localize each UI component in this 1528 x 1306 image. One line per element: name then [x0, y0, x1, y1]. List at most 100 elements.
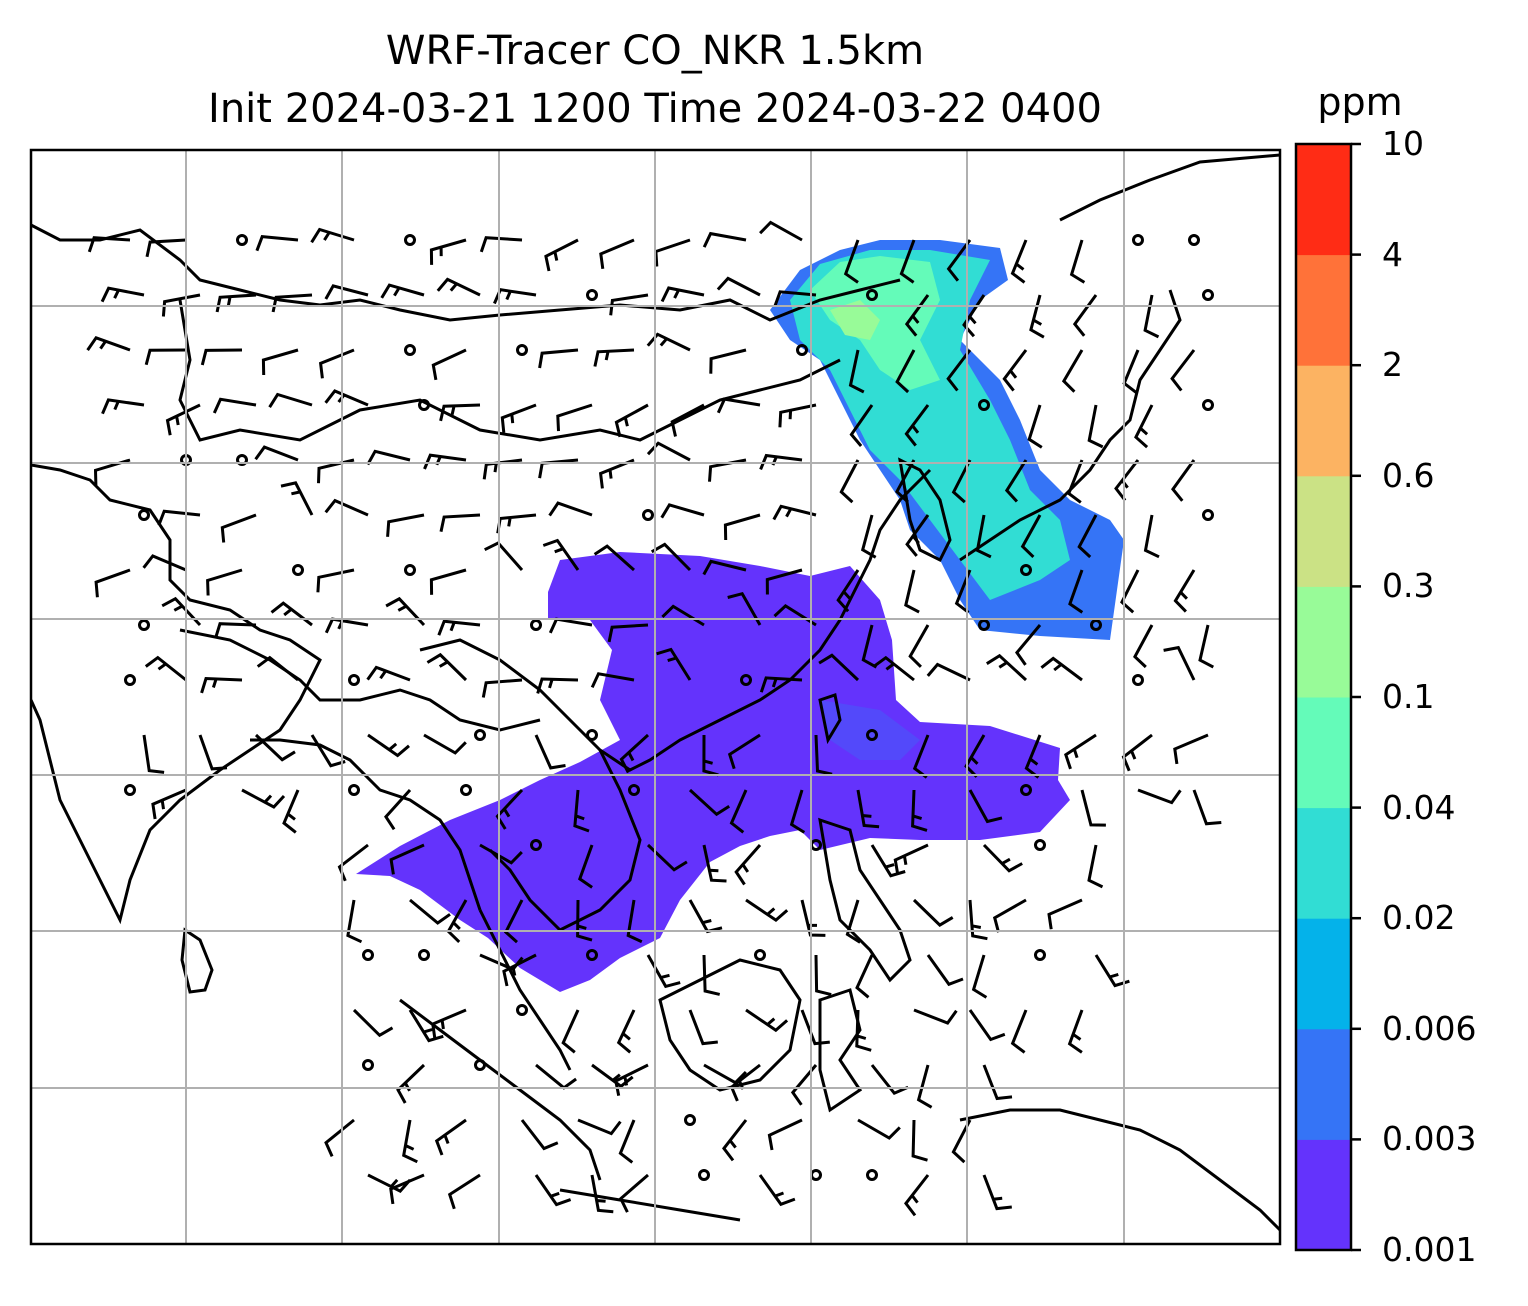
wind-barb	[616, 1009, 636, 1054]
calm-wind-marker	[418, 949, 430, 961]
colorbar-bin	[1296, 697, 1351, 809]
wind-barb	[324, 284, 369, 300]
colorbar-bin	[1296, 254, 1351, 366]
wind-barb	[1170, 349, 1196, 392]
colorbar-bin	[1296, 365, 1351, 477]
wind-barb	[482, 458, 523, 480]
wind-barb	[1010, 1009, 1028, 1054]
coastline-korea	[898, 457, 952, 563]
calm-wind-marker	[362, 1059, 374, 1071]
wind-barb	[1163, 645, 1196, 681]
colorbar-frame	[1294, 142, 1353, 1252]
wind-barb	[1029, 294, 1045, 339]
wind-barb	[270, 601, 313, 627]
wind-barb	[654, 238, 691, 267]
calm-wind-marker	[138, 509, 150, 521]
wind-barb	[389, 1173, 425, 1205]
wind-barb	[255, 234, 299, 252]
wind-barb	[316, 568, 355, 593]
wind-barb	[161, 293, 201, 317]
wind-barb	[534, 734, 566, 770]
calm-wind-marker	[684, 1114, 696, 1126]
wind-barb	[716, 276, 761, 297]
wind-barb	[702, 559, 747, 576]
wind-barb	[904, 569, 920, 614]
wind-barb	[1002, 349, 1028, 392]
wind-barb	[702, 954, 721, 996]
coastline-java	[559, 1188, 741, 1222]
wind-barb	[142, 734, 165, 774]
calm-wind-marker	[474, 1059, 486, 1071]
wind-barb	[904, 1174, 930, 1217]
wind-barb	[409, 898, 451, 925]
wind-barb	[745, 898, 789, 922]
wind-barb	[609, 293, 649, 316]
wind-barb	[839, 459, 860, 504]
wind-barb	[895, 459, 916, 504]
wind-barb	[1077, 514, 1098, 559]
wind-barb	[646, 843, 688, 872]
tracer-plume-north-peak	[830, 300, 880, 340]
wind-barb	[268, 392, 313, 408]
wind-barb	[144, 655, 187, 682]
wind-barb	[1171, 459, 1196, 502]
wind-barb	[254, 733, 296, 762]
colorbar-bin	[1296, 1028, 1351, 1140]
wind-barb	[913, 1008, 958, 1025]
wind-barb	[431, 348, 467, 381]
wind-barb	[946, 349, 972, 392]
wind-barb	[702, 844, 727, 883]
wind-barb	[614, 403, 649, 438]
wind-barb	[926, 954, 964, 987]
wind-barb	[280, 481, 314, 516]
calm-wind-marker	[1202, 289, 1214, 301]
wind-barb	[337, 843, 369, 882]
colorbar-tick-label: 0.1	[1382, 677, 1435, 716]
wind-barb	[904, 294, 930, 337]
wind-barb	[590, 1174, 614, 1214]
calm-wind-marker	[530, 619, 542, 631]
calm-wind-marker	[516, 344, 528, 356]
calm-wind-marker	[124, 784, 136, 796]
wind-barb	[836, 569, 860, 613]
wind-barb	[790, 1064, 818, 1106]
wind-barb	[975, 514, 992, 559]
wind-barb	[198, 734, 228, 771]
coastline-new-guinea	[959, 1108, 1280, 1232]
border-china-north	[31, 223, 901, 322]
wind-barb	[759, 220, 803, 242]
wind-barb	[716, 397, 761, 414]
wind-barb	[161, 596, 202, 627]
colorbar-tick-label: 0.6	[1382, 455, 1435, 495]
colorbar-bin	[1296, 586, 1351, 698]
coastline-india	[31, 463, 322, 925]
wind-barb	[1134, 404, 1154, 449]
wind-barb	[367, 733, 410, 758]
wind-barb	[496, 513, 537, 534]
wind-barb	[520, 1119, 559, 1151]
wind-barb	[872, 655, 915, 682]
wind-barb	[447, 1173, 481, 1210]
calm-wind-marker	[404, 564, 416, 576]
wind-barb	[855, 954, 874, 999]
wind-barb	[899, 239, 916, 284]
wind-barb	[773, 290, 817, 307]
wind-barb	[1121, 733, 1153, 772]
wind-barb	[1143, 514, 1160, 559]
wind-barb	[1066, 459, 1084, 504]
wind-barb	[895, 349, 916, 394]
calm-wind-marker	[404, 344, 416, 356]
calm-wind-marker	[138, 619, 150, 631]
wind-barb	[434, 1118, 467, 1156]
coastline-sri-lanka	[180, 927, 214, 994]
wind-barb	[843, 239, 860, 284]
wind-barb	[911, 1119, 928, 1162]
wind-barb	[593, 544, 635, 572]
wind-barb	[758, 1174, 796, 1207]
calm-wind-marker	[404, 234, 416, 246]
wind-barb	[544, 238, 579, 272]
calm-wind-marker	[460, 784, 472, 796]
calm-wind-marker	[236, 454, 248, 466]
wind-barb	[495, 788, 524, 830]
colorbar	[1296, 142, 1361, 1252]
